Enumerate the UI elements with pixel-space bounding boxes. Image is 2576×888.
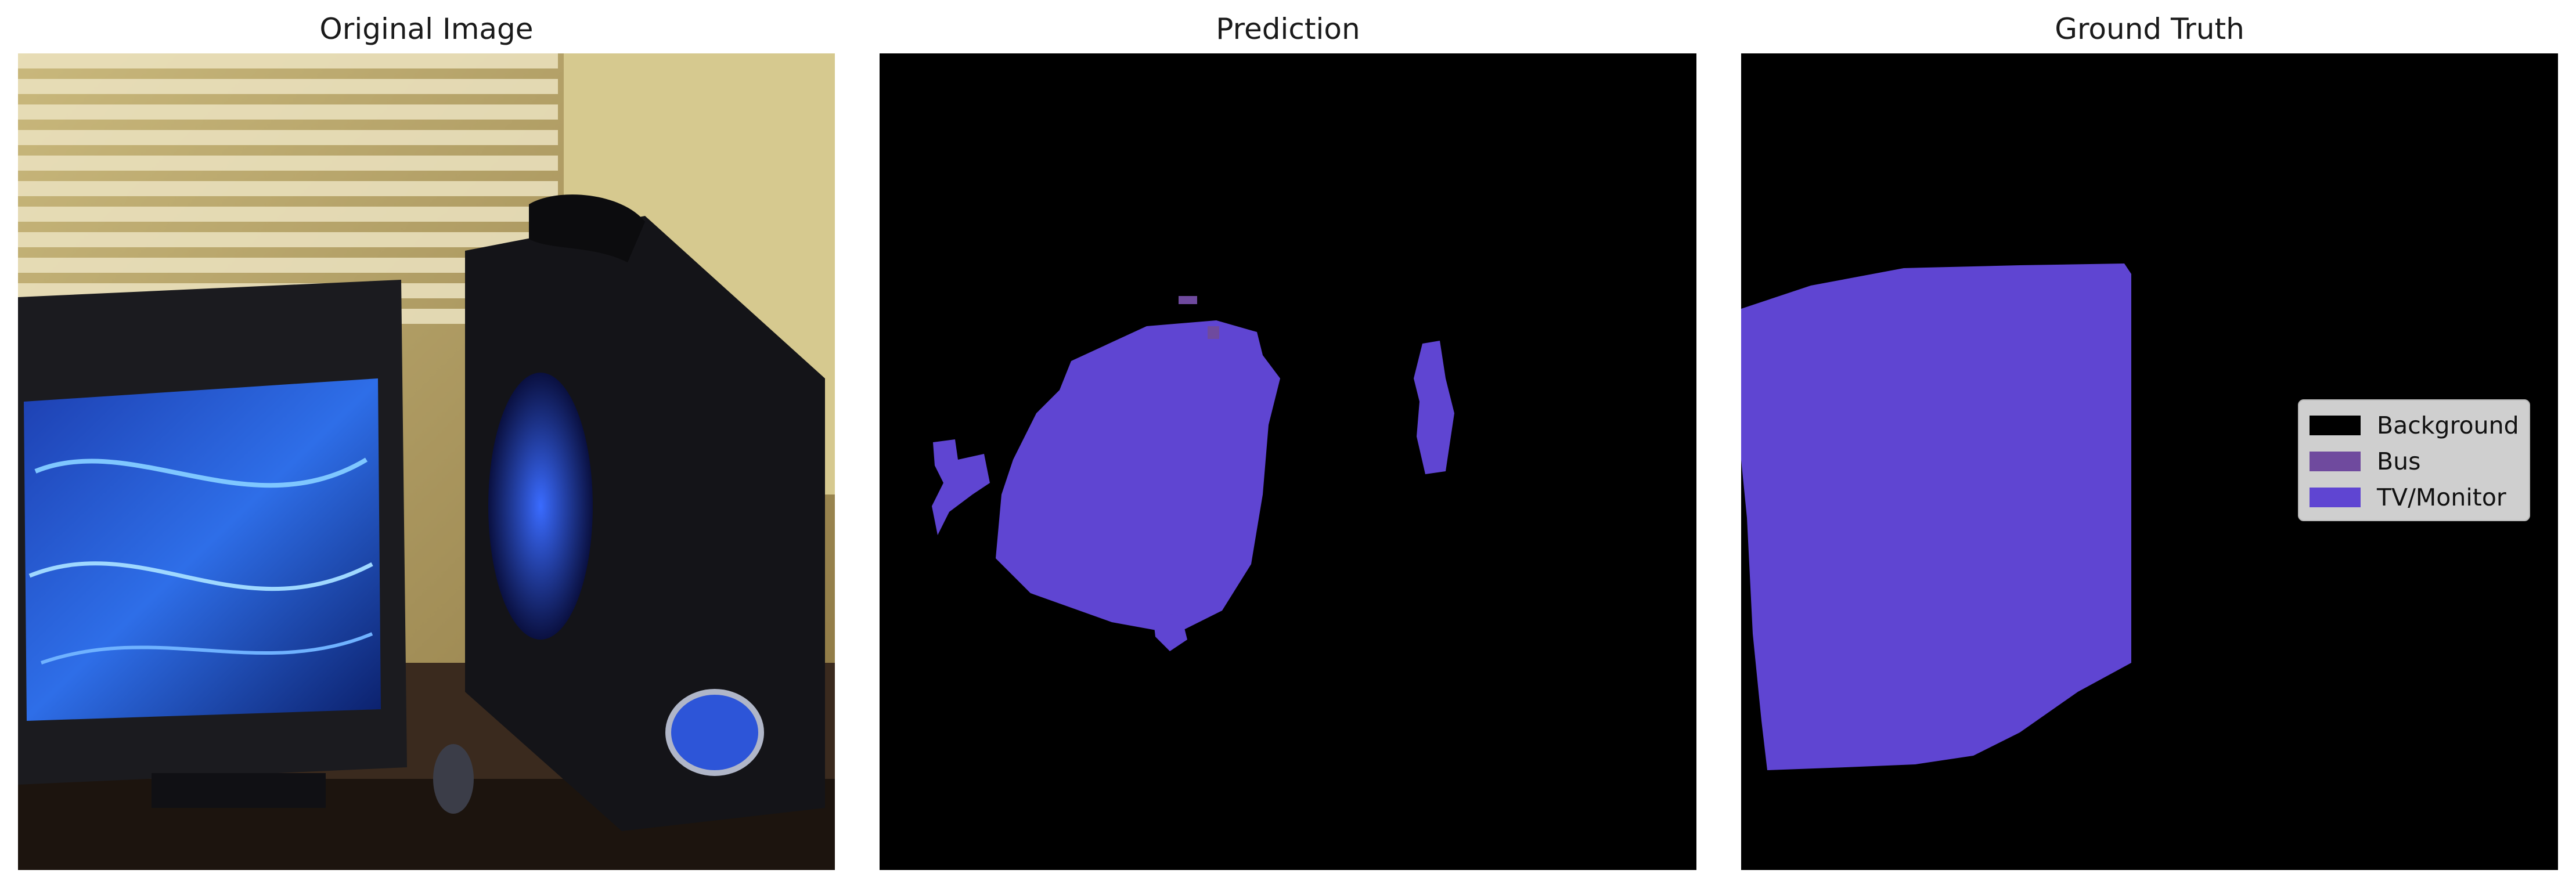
ground-truth-title: Ground Truth (2055, 12, 2244, 46)
legend-label: Bus (2377, 447, 2421, 475)
legend-label: TV/Monitor (2377, 483, 2506, 511)
prediction-tv-monitor-region (932, 320, 1454, 651)
legend-swatch (2310, 488, 2361, 507)
prediction-title: Prediction (1216, 12, 1360, 46)
legend-item-background: Background (2310, 407, 2519, 443)
original-image-panel (18, 53, 835, 870)
prediction-mask (880, 53, 1696, 870)
monitor-screen (24, 378, 381, 721)
legend-item-tv-monitor: TV/Monitor (2310, 479, 2519, 515)
legend-label: Background (2377, 411, 2519, 439)
legend: Background Bus TV/Monitor (2298, 399, 2530, 521)
legend-item-bus: Bus (2310, 443, 2519, 479)
original-photo (18, 53, 835, 870)
ground-truth-tv-monitor-region (1741, 263, 2131, 770)
pc-tower (465, 216, 825, 831)
prediction-bus-region (1179, 296, 1197, 304)
legend-swatch (2310, 416, 2361, 435)
original-image-title: Original Image (319, 12, 534, 46)
legend-swatch (2310, 452, 2361, 471)
prediction-panel (880, 53, 1696, 870)
